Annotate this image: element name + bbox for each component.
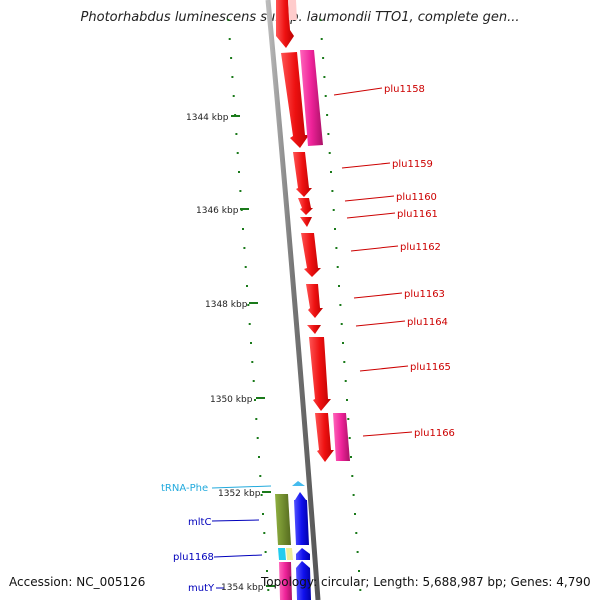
gene-muty-pink-feature[interactable]: [279, 562, 292, 600]
gene-label-plu1163[interactable]: plu1163: [404, 289, 445, 300]
gene-plu1166-pink-feature[interactable]: [333, 413, 350, 461]
gene-label-plu1165[interactable]: plu1165: [410, 362, 451, 373]
gene-trna-phe-feature[interactable]: [292, 481, 305, 486]
gene-plu1168-cyan-feature[interactable]: [278, 548, 286, 560]
gene-labels: plu1158 plu1159 plu1160 plu1161 plu1162 …: [161, 84, 455, 594]
gene-mltc-feature[interactable]: [294, 492, 309, 545]
gene-label-mltc[interactable]: mltC: [188, 517, 211, 528]
gene-label-plu1168[interactable]: plu1168: [173, 552, 214, 563]
topology-summary: Topology: circular; Length: 5,688,987 bp…: [261, 575, 591, 589]
gene-muty-feature[interactable]: [296, 561, 311, 600]
scale-label-1348: 1348 kbp: [205, 300, 248, 310]
genome-backbone: [265, 0, 321, 600]
gene-plu1158-feature[interactable]: [281, 52, 309, 148]
gene-plu1164-feature[interactable]: [307, 325, 321, 334]
gene-plu1165-feature[interactable]: [309, 337, 331, 411]
gene-label-plu1164[interactable]: plu1164: [407, 317, 448, 328]
gene-plu1166-feature[interactable]: [315, 413, 334, 462]
gene-label-muty[interactable]: mutY: [188, 583, 215, 594]
gene-plu1168-feature[interactable]: [296, 548, 310, 560]
gene-label-trna-phe[interactable]: tRNA-Phe: [161, 483, 208, 494]
gene-plu1161-feature[interactable]: [300, 217, 312, 227]
scale-label-1352: 1352 kbp: [218, 489, 261, 499]
gene-label-plu1161[interactable]: plu1161: [397, 209, 438, 220]
outer-tick-ring: [319, 19, 362, 591]
gene-label-plu1158[interactable]: plu1158: [384, 84, 425, 95]
gene-plu1163-feature[interactable]: [306, 284, 323, 318]
map-title: Photorhabdus luminescens subsp. laumondi…: [80, 10, 520, 25]
scale-label-1350: 1350 kbp: [210, 395, 253, 405]
gene-mltc-olive-feature[interactable]: [275, 494, 291, 545]
scale-label-1354: 1354 kbp: [221, 583, 264, 593]
scale-label-1346: 1346 kbp: [196, 206, 239, 216]
gene-plu1159-feature[interactable]: [293, 152, 312, 197]
gene-label-plu1160[interactable]: plu1160: [396, 192, 437, 203]
gene-plu1157-feature[interactable]: [276, 0, 294, 48]
gene-plu1160-feature[interactable]: [298, 198, 313, 215]
gene-plu1162-feature[interactable]: [301, 233, 321, 277]
gene-label-plu1162[interactable]: plu1162: [400, 242, 441, 253]
scale-labels: 1344 kbp 1346 kbp 1348 kbp 1350 kbp 1352…: [186, 113, 275, 593]
gene-label-plu1166[interactable]: plu1166: [414, 428, 455, 439]
gene-plu1168-yellow-feature[interactable]: [286, 548, 293, 560]
scale-label-1344: 1344 kbp: [186, 113, 229, 123]
gene-plu1158-pink-feature[interactable]: [300, 50, 323, 146]
gene-label-plu1159[interactable]: plu1159: [392, 159, 433, 170]
gene-pink-top-feature[interactable]: [288, 0, 297, 20]
accession-label: Accession: NC_005126: [9, 575, 146, 589]
gene-features: [275, 0, 350, 600]
gene-label-leaders: [211, 87, 413, 589]
